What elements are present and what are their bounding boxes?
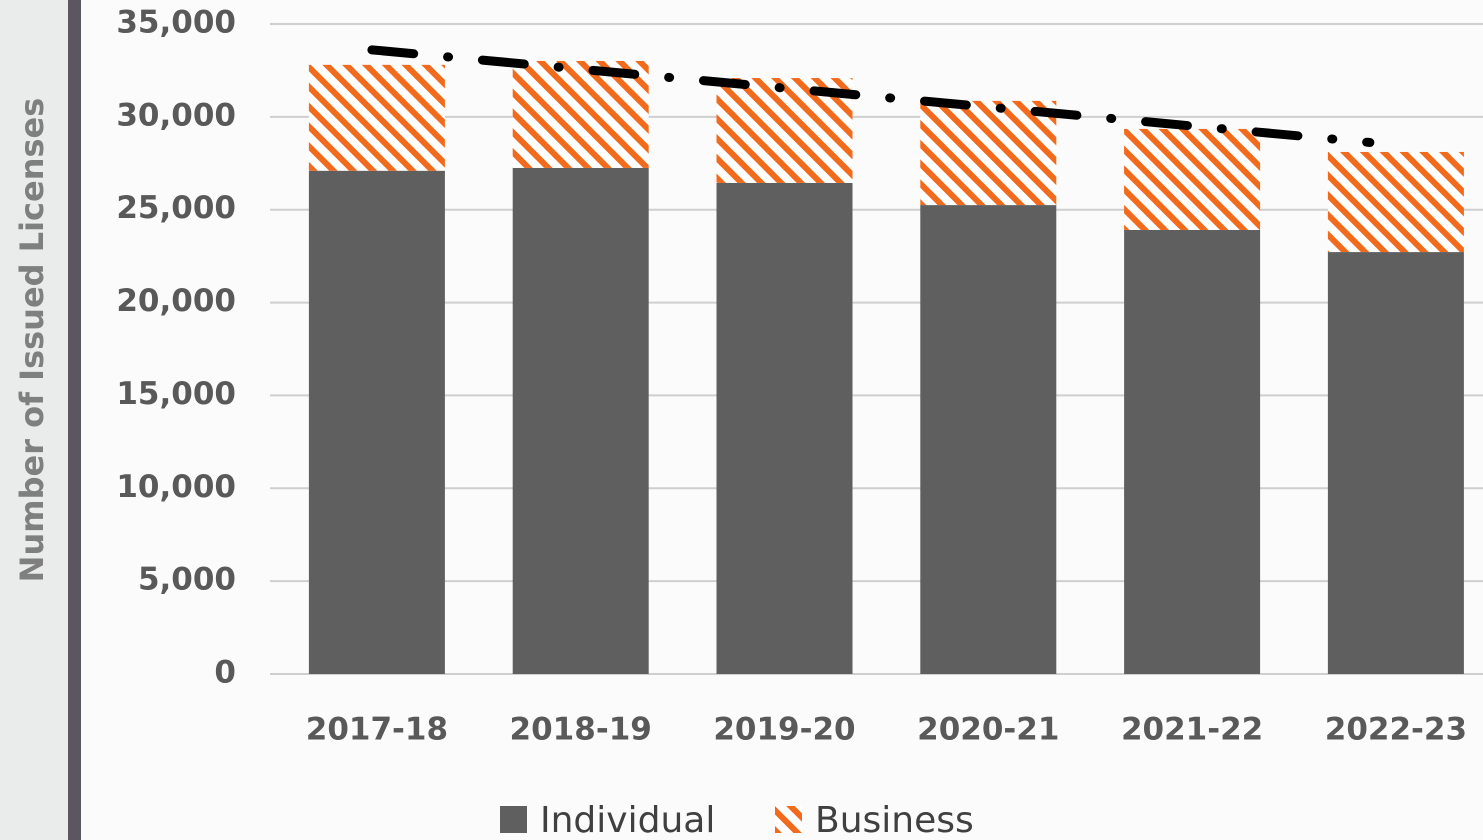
bar-segment bbox=[308, 64, 445, 171]
y-tick-label: 20,000 bbox=[116, 283, 236, 319]
bar-segment bbox=[1124, 128, 1261, 230]
x-tick-label: 2017-18 bbox=[306, 712, 448, 748]
legend-swatch bbox=[500, 806, 527, 833]
bar-segment bbox=[512, 167, 649, 674]
bar-segment bbox=[1124, 229, 1261, 674]
x-tick-label: 2022-23 bbox=[1325, 712, 1467, 748]
legend-label: Individual bbox=[540, 800, 715, 840]
y-tick-label: 35,000 bbox=[116, 5, 236, 41]
bar-segment bbox=[1327, 151, 1464, 253]
y-tick-label: 30,000 bbox=[116, 97, 236, 133]
bar-segment bbox=[920, 205, 1057, 675]
y-tick-label: 15,000 bbox=[116, 376, 236, 412]
x-tick-label: 2019-20 bbox=[713, 712, 855, 748]
bar-segment bbox=[716, 182, 853, 674]
y-tick-label: 10,000 bbox=[116, 469, 236, 505]
side-bar bbox=[68, 0, 81, 840]
y-tick-label: 25,000 bbox=[116, 190, 236, 226]
x-tick-label: 2021-22 bbox=[1121, 712, 1263, 748]
bar-segment bbox=[1327, 252, 1464, 675]
y-tick-label: 0 bbox=[214, 655, 236, 691]
legend-swatch bbox=[775, 806, 802, 833]
legend-label: Business bbox=[815, 800, 974, 840]
x-tick-label: 2018-19 bbox=[510, 712, 652, 748]
x-tick-label: 2020-21 bbox=[917, 712, 1059, 748]
bar-segment bbox=[920, 100, 1057, 206]
y-tick-label: 5,000 bbox=[138, 562, 236, 598]
side-panel bbox=[0, 0, 68, 840]
bar-segment bbox=[512, 60, 649, 168]
y-axis-label: Number of Issued Licenses bbox=[13, 98, 51, 583]
bar-segment bbox=[308, 170, 445, 674]
